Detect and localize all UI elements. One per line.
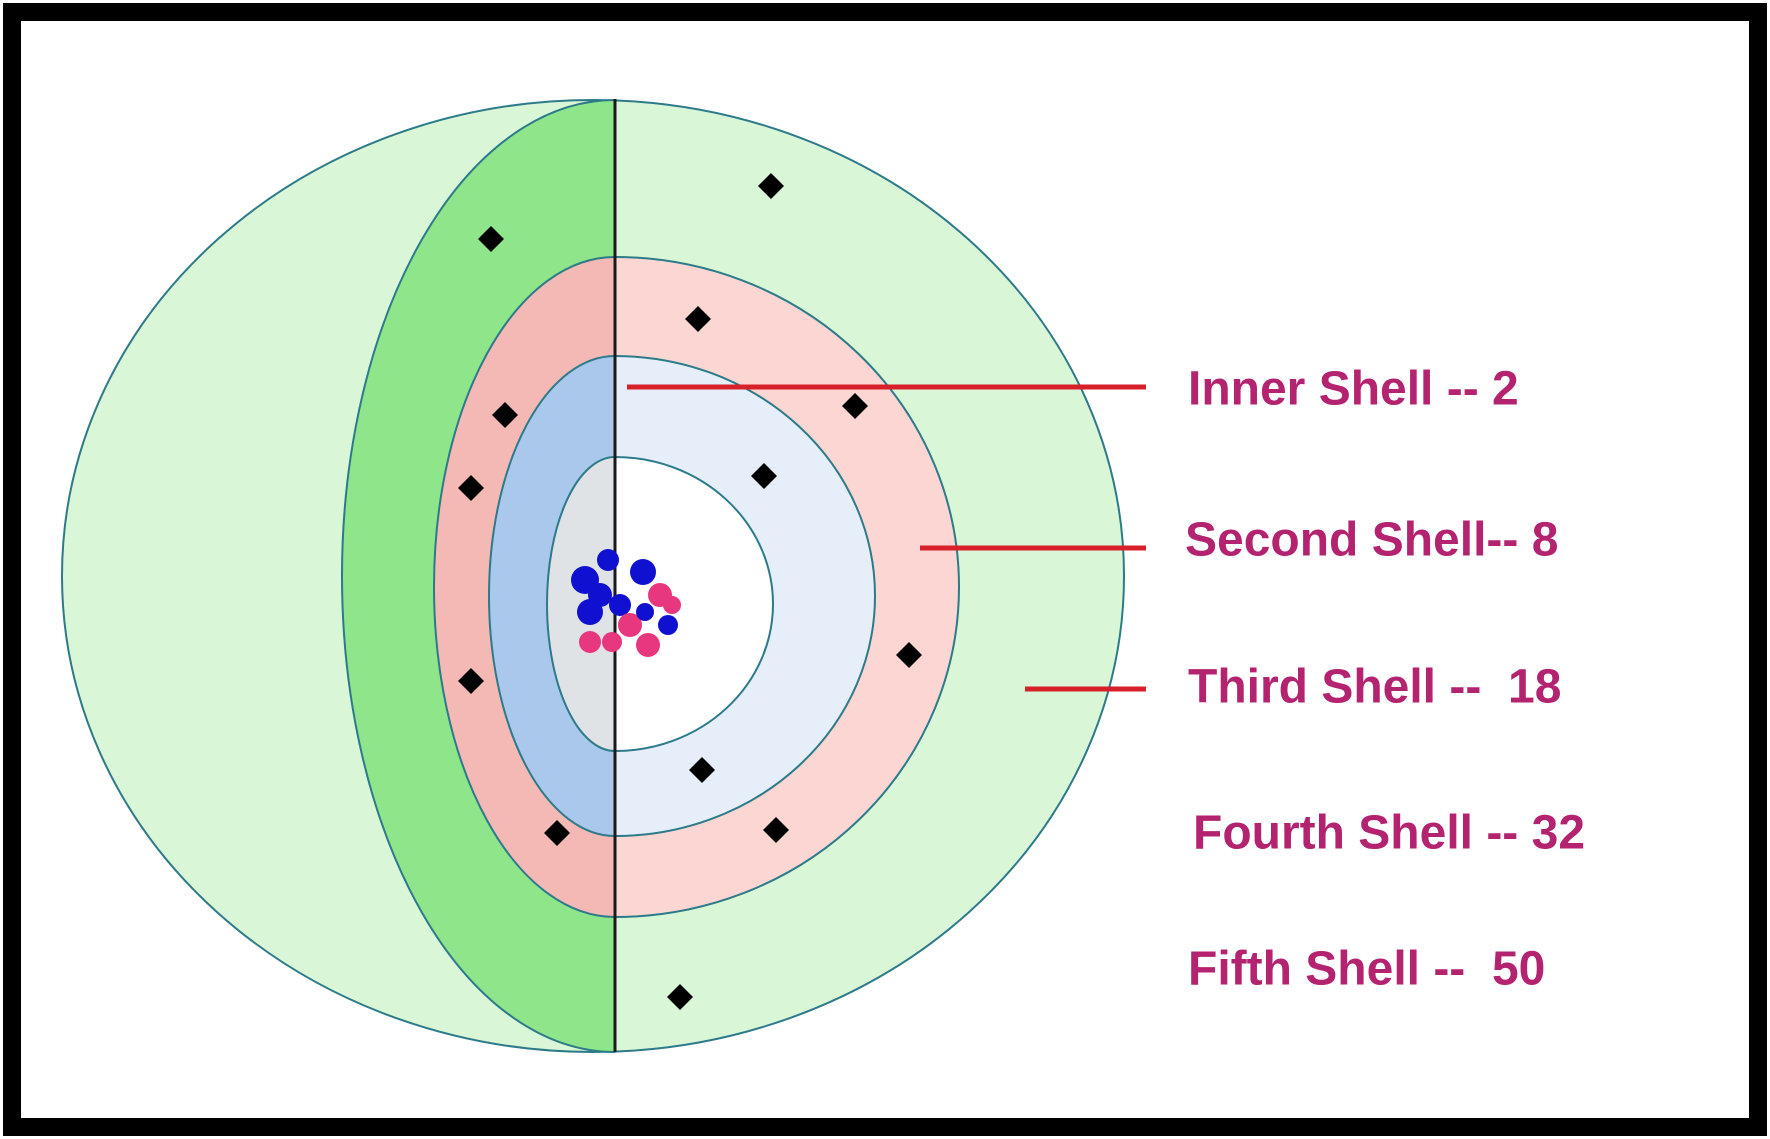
shell-label: Fifth Shell -- 50 — [1188, 943, 1545, 996]
diagram: Inner Shell -- 2 Second Shell-- 8 Third … — [0, 0, 1770, 1139]
neutron — [597, 549, 619, 571]
shell-label: Fourth Shell -- 32 — [1193, 807, 1585, 860]
shell-label: Second Shell-- 8 — [1185, 514, 1558, 567]
shell-label: Third Shell -- 18 — [1188, 661, 1561, 714]
proton — [602, 632, 622, 652]
proton — [663, 596, 681, 614]
atom — [62, 99, 1124, 1052]
neutron — [636, 603, 654, 621]
proton — [579, 631, 601, 653]
proton — [636, 633, 660, 657]
neutron — [630, 559, 656, 585]
neutron — [577, 599, 603, 625]
shell-label: Inner Shell -- 2 — [1188, 363, 1519, 416]
neutron — [609, 594, 631, 616]
neutron — [658, 615, 678, 635]
